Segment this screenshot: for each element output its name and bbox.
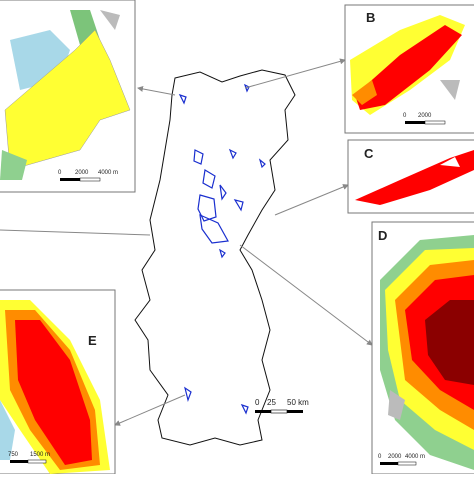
panel-label: C [364,146,374,161]
inset-b: 0 2000 B [344,4,474,134]
panel-label: E [88,333,97,348]
scale-label: 750 [8,452,19,458]
scale-label: 4000 m [98,170,118,176]
inset-a: 0 2000 4000 m [0,0,136,193]
panel-label: D [378,228,387,243]
scale-label: 50 km [287,398,309,407]
scale-label: 0 [58,170,62,176]
leader-line [137,85,176,96]
scale-label: 2000 [75,170,89,176]
scale-label: 2000 [418,113,432,119]
inset-c: C [347,139,474,214]
leader-line [274,184,349,216]
inset-d: 0 2000 4000 m D [371,221,474,475]
leader-line [244,58,346,89]
inset-e: 750 1500 m E [0,289,116,475]
scale-label: 0 [403,113,407,119]
panel-label: B [366,10,375,25]
leader-line [114,394,186,426]
scale-label: 0 [378,454,382,460]
leader-line [239,244,373,346]
leader-line [0,229,151,236]
scale-label: 1500 m [30,452,50,458]
scale-label: 2000 [388,454,402,460]
map-scale-bar: 0 25 50 km [255,398,309,414]
scale-label: 4000 m [405,454,425,460]
main-map: 0 25 50 km [134,69,309,446]
scale-label: 25 [267,398,276,407]
scale-label: 0 [255,398,260,407]
